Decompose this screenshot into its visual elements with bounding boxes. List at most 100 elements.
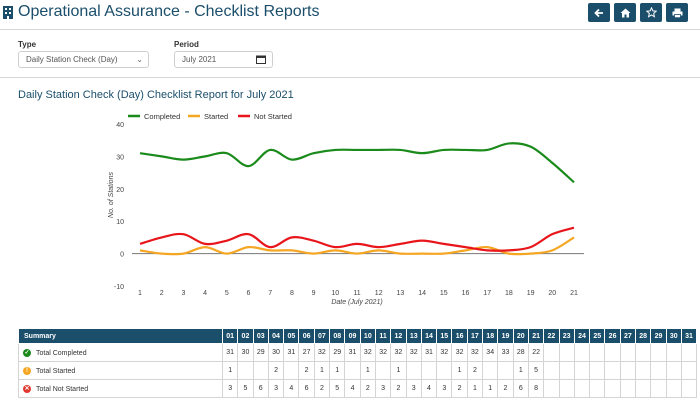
- summary-cell: [237, 361, 254, 380]
- summary-cell: 3: [221, 379, 239, 398]
- day-header: 20: [512, 328, 529, 344]
- day-header: 09: [344, 328, 361, 344]
- x-tick-label: 21: [570, 290, 578, 297]
- summary-cell: [573, 379, 591, 398]
- summary-row-text: Total Started: [36, 367, 76, 375]
- summary-cell: [680, 361, 698, 380]
- summary-cell: 4: [344, 379, 361, 398]
- summary-cell: [573, 343, 591, 362]
- summary-cell: 31: [221, 343, 239, 362]
- y-tick-label: 10: [116, 219, 124, 226]
- x-circle-icon: ✕: [23, 384, 31, 393]
- summary-cell: [665, 379, 682, 398]
- x-tick-label: 9: [312, 290, 316, 297]
- x-tick-label: 4: [203, 290, 207, 297]
- calendar-icon[interactable]: [256, 55, 266, 64]
- summary-row-label: ✓ Total Completed: [18, 343, 223, 362]
- page-title: Operational Assurance - Checklist Report…: [18, 3, 320, 20]
- day-header: 26: [604, 328, 621, 344]
- building-icon: [3, 6, 13, 19]
- y-tick-label: 20: [116, 187, 124, 194]
- summary-row-text: Total Completed: [36, 349, 87, 357]
- summary-cell: 22: [527, 343, 545, 362]
- summary-cell: 32: [313, 343, 331, 362]
- print-icon: [672, 8, 682, 18]
- x-axis-label: Date (July 2021): [331, 299, 382, 306]
- legend-label: Started: [204, 112, 228, 121]
- day-header: 12: [390, 328, 407, 344]
- summary-cell: 33: [497, 343, 514, 362]
- summary-cell: [619, 361, 637, 380]
- summary-cell: 1: [329, 361, 346, 380]
- summary-cell: [374, 361, 392, 380]
- home-icon: [620, 8, 630, 17]
- x-tick-label: 6: [247, 290, 251, 297]
- summary-cell: 3: [405, 379, 422, 398]
- summary-cell: [619, 379, 637, 398]
- summary-row-label: ! Total Started: [18, 361, 223, 380]
- day-header: 30: [665, 328, 682, 344]
- summary-cell: [665, 361, 682, 380]
- summary-cell: [283, 361, 300, 380]
- day-header: 08: [329, 328, 346, 344]
- favorite-button[interactable]: [640, 3, 662, 22]
- period-input[interactable]: July 2021: [174, 51, 273, 68]
- y-tick-label: 30: [116, 154, 124, 161]
- report-title: Daily Station Check (Day) Checklist Repo…: [18, 89, 294, 101]
- chevron-down-icon: ⌄: [136, 55, 143, 64]
- day-header: 13: [405, 328, 422, 344]
- summary-cell: 32: [390, 343, 407, 362]
- summary-cell: 29: [252, 343, 269, 362]
- summary-cell: [543, 343, 560, 362]
- x-tick-label: 14: [418, 290, 426, 297]
- summary-cell: 1: [390, 361, 407, 380]
- x-tick-label: 13: [397, 290, 405, 297]
- day-header: 23: [558, 328, 575, 344]
- summary-cell: 5: [237, 379, 254, 398]
- type-select[interactable]: Daily Station Check (Day) ⌄: [18, 51, 149, 68]
- summary-cell: 2: [466, 361, 484, 380]
- day-header: 29: [650, 328, 667, 344]
- summary-cell: [344, 361, 361, 380]
- summary-cell: [650, 379, 667, 398]
- series-line-completed: [139, 142, 575, 184]
- header-divider: [0, 29, 700, 30]
- summary-cell: [420, 361, 438, 380]
- summary-cell: [558, 361, 575, 380]
- x-tick-label: 10: [331, 290, 339, 297]
- series-line-not-started: [139, 226, 575, 252]
- summary-cell: [604, 361, 621, 380]
- summary-cell: 31: [344, 343, 361, 362]
- summary-header-row: Summary 01 02 03 04 05 06 07 08 09 10 11 12 13 14 15 16 1…: [18, 328, 698, 344]
- summary-cell: [252, 361, 269, 380]
- summary-cell: 2: [451, 379, 468, 398]
- summary-row: ✓ Total Completed 31 30 29 30 31 27 32 29 31 32 32 32…: [18, 343, 698, 362]
- x-tick-label: 3: [181, 290, 185, 297]
- type-select-value: Daily Station Check (Day): [26, 55, 118, 64]
- day-header: 01: [221, 328, 239, 344]
- x-tick-label: 1: [138, 290, 142, 297]
- page-header: Operational Assurance - Checklist Report…: [0, 0, 700, 30]
- summary-cell: 2: [313, 379, 331, 398]
- summary-cell: [482, 361, 499, 380]
- star-icon: [645, 7, 657, 18]
- y-tick-label: -10: [114, 284, 124, 291]
- summary-cell: 4: [420, 379, 438, 398]
- day-header: 18: [482, 328, 499, 344]
- print-button[interactable]: [666, 3, 688, 22]
- summary-cell: 34: [482, 343, 499, 362]
- summary-cell: 30: [237, 343, 254, 362]
- home-button[interactable]: [614, 3, 636, 22]
- back-button[interactable]: [588, 3, 610, 22]
- summary-cell: [680, 343, 698, 362]
- day-header: 02: [237, 328, 254, 344]
- summary-row: ! Total Started 1 2 2 1 1 1 1 1 2 1 5: [18, 361, 698, 380]
- summary-cell: 29: [329, 343, 346, 362]
- summary-cell: 5: [329, 379, 346, 398]
- summary-cell: 27: [298, 343, 315, 362]
- summary-cell: 32: [359, 343, 376, 362]
- check-circle-icon: ✓: [23, 348, 31, 357]
- summary-cell: 32: [466, 343, 484, 362]
- day-header: 05: [283, 328, 300, 344]
